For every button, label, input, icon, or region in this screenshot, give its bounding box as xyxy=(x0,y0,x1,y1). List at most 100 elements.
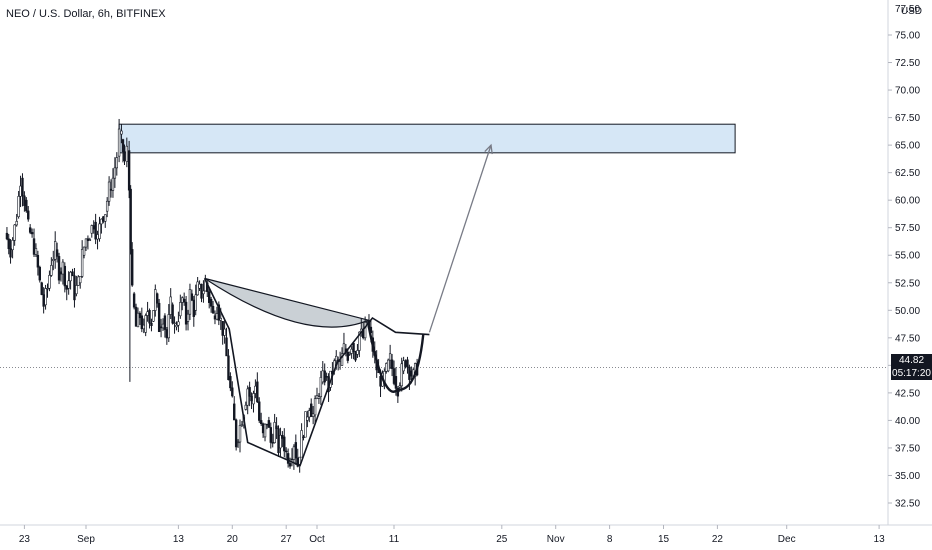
candle-body xyxy=(159,326,163,329)
candle-body xyxy=(219,318,222,321)
x-tick-label: 23 xyxy=(19,534,31,545)
candle-body xyxy=(400,363,403,387)
candle-body xyxy=(48,275,51,289)
candle-body xyxy=(319,377,323,397)
candle-body xyxy=(188,289,192,315)
candle-body xyxy=(217,304,221,321)
title-separator: , xyxy=(91,8,98,20)
candle-body xyxy=(55,249,59,257)
candle-body xyxy=(198,283,201,289)
candle-body xyxy=(179,302,182,317)
last-price-value: 44.82 xyxy=(898,355,925,367)
candle-body xyxy=(96,234,99,240)
y-tick-label: 55.00 xyxy=(895,251,920,262)
cup-pattern-line[interactable] xyxy=(203,278,430,467)
candle-body xyxy=(19,185,22,197)
candle-body xyxy=(288,463,292,467)
symbol-name: NEO / U.S. Dollar xyxy=(6,8,92,20)
candle-body xyxy=(317,396,321,399)
candle-body xyxy=(80,249,84,277)
candle-body xyxy=(25,199,28,212)
candle-body xyxy=(304,411,307,438)
annotation-front-layer[interactable] xyxy=(203,143,493,467)
candle-body xyxy=(120,130,123,135)
candle-body xyxy=(36,254,40,268)
candle-body xyxy=(86,238,90,242)
x-tick-label: 8 xyxy=(607,534,613,545)
candle-body xyxy=(346,351,349,361)
candle-body xyxy=(30,232,34,235)
candle-body xyxy=(5,232,9,240)
candle-body xyxy=(275,425,278,430)
candle-body xyxy=(385,363,388,372)
candle-body xyxy=(98,223,101,240)
candle-body xyxy=(394,376,398,389)
candle-body xyxy=(392,368,396,384)
candle-body xyxy=(132,293,136,308)
candle-body xyxy=(38,266,42,281)
target-arrow-head[interactable] xyxy=(484,143,493,155)
candle-body xyxy=(290,458,294,461)
candle-body xyxy=(57,256,61,281)
handle-curve[interactable] xyxy=(367,325,425,393)
candle-body xyxy=(27,210,30,220)
candle-body xyxy=(184,301,188,325)
candle-body xyxy=(209,298,213,307)
annotation-back-layer xyxy=(118,123,736,328)
candle-body xyxy=(148,309,151,324)
exchange-label: BITFINEX xyxy=(116,8,166,20)
candle-body xyxy=(154,289,157,311)
candle-body xyxy=(406,359,409,368)
x-tick-label: Nov xyxy=(547,534,565,545)
candle-body xyxy=(177,321,180,326)
candle-body xyxy=(156,293,159,304)
bar-countdown: 05:17:20 xyxy=(892,368,931,380)
candle-body xyxy=(388,353,392,361)
candle-body xyxy=(313,398,317,416)
y-tick-label: 47.50 xyxy=(895,333,920,344)
candle-body xyxy=(182,298,186,303)
candle-body xyxy=(161,323,165,329)
candle-body xyxy=(365,321,369,323)
candle-body xyxy=(102,216,105,222)
candle-body xyxy=(100,218,103,225)
candle-body xyxy=(171,304,174,324)
candle-body xyxy=(263,423,267,438)
candle-body xyxy=(11,239,14,251)
target-arrow[interactable] xyxy=(428,144,492,333)
candle-body xyxy=(40,282,43,295)
x-tick-label: 15 xyxy=(658,534,670,545)
candle-body xyxy=(13,224,16,241)
candle-body xyxy=(77,276,80,286)
candle-body xyxy=(348,353,351,355)
candle-body xyxy=(134,306,138,327)
x-tick-label: 13 xyxy=(173,534,185,545)
candle-body xyxy=(52,258,55,262)
candles-layer xyxy=(5,118,419,473)
candle-body xyxy=(109,188,113,191)
candle-body xyxy=(131,249,134,286)
candle-body xyxy=(410,370,413,377)
candle-body xyxy=(350,348,353,354)
candle-body xyxy=(244,404,247,410)
candle-body xyxy=(194,294,197,311)
x-tick-label: 20 xyxy=(227,534,239,545)
candle-body xyxy=(61,261,65,275)
y-tick-label: 60.00 xyxy=(895,196,920,207)
candle-body xyxy=(53,241,57,260)
candle-body xyxy=(261,423,265,434)
candle-body xyxy=(250,396,253,402)
candle-body xyxy=(356,350,359,355)
candle-body xyxy=(196,281,199,296)
candle-body xyxy=(21,177,24,197)
candle-body xyxy=(163,315,167,330)
currency-label: USD xyxy=(900,6,922,17)
resistance-zone[interactable] xyxy=(118,123,736,154)
candle-body xyxy=(123,151,126,161)
candle-body xyxy=(302,436,305,439)
neckline-shade[interactable] xyxy=(204,277,371,328)
candle-body xyxy=(323,370,326,383)
